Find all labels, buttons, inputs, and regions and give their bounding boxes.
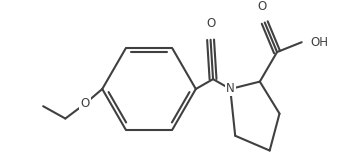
Text: N: N	[226, 82, 235, 95]
Text: O: O	[80, 97, 90, 110]
Text: OH: OH	[310, 36, 328, 49]
Text: O: O	[258, 0, 267, 13]
Text: O: O	[206, 17, 215, 30]
